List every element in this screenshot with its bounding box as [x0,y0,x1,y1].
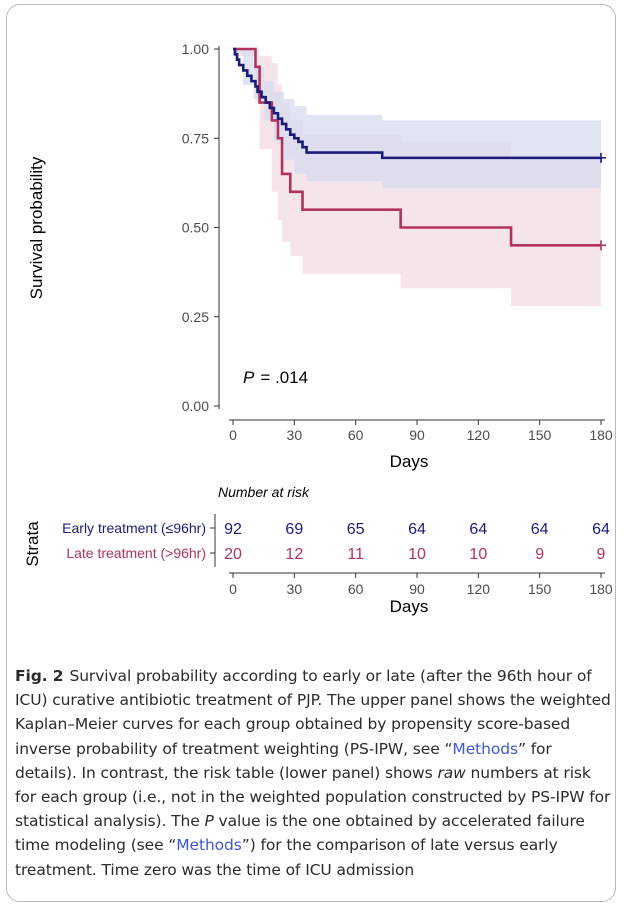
y-tick-label: 0.00 [182,398,209,414]
risk-value: 12 [285,546,303,563]
y-tick-label: 1.00 [182,41,209,57]
figure-svg: 0.000.250.500.751.000 30 60 90 120 150 180 Sur… [23,41,613,616]
risk-x-axis-title: Days [390,597,429,616]
km-curve-early [233,47,601,160]
caption-text-4: value is the one obtained by accelerated… [15,812,585,855]
figure-label: Fig. 2 [15,667,64,685]
risk-table: Number at risk Strata Early treatment (≤… [23,484,613,616]
risk-x-tick-label: 150 [528,581,552,597]
risk-table-title: Number at risk [218,484,310,500]
risk-value: 69 [285,521,303,538]
risk-value: 11 [347,546,364,563]
risk-x-tick-label: 60 [348,581,364,597]
y-tick-label: 0.50 [182,220,209,236]
methods-link-2[interactable]: Methods [176,836,242,855]
risk-value: 9 [597,546,606,563]
x-tick-label: 0 [229,427,237,443]
risk-row-label: Early treatment (≤96hr) [62,520,206,536]
caption-text-1: Survival probability according to early … [15,667,611,758]
x-tick-label: 150 [528,427,552,443]
y-axis-title: Survival probability [27,156,46,299]
caption-text-5: ”) for the comparison of late versus ear… [15,836,558,879]
risk-value: 65 [347,521,365,538]
caption-raw: raw [437,763,466,782]
figure-caption: Fig. 2 Survival probability according to … [15,664,615,882]
km-curve-late [233,47,601,247]
p-value: = .014 [260,368,308,387]
risk-row-label: Late treatment (>96hr) [66,545,206,561]
p-label: P [243,368,255,387]
risk-value: 92 [224,521,242,538]
x-tick-label: 30 [287,427,303,443]
risk-x-tick-label: 120 [467,581,491,597]
y-tick-label: 0.25 [182,309,209,325]
strata-axis-title: Strata [23,521,42,567]
risk-value: 9 [535,546,544,563]
figure-frame [6,4,616,902]
risk-x-tick-label: 90 [409,581,425,597]
risk-value: 64 [408,521,426,538]
caption-text-2: ” for details). In contrast, the risk ta… [15,739,552,782]
risk-value: 10 [408,546,426,563]
caption-text-3: numbers at risk for each group (i.e., no… [15,763,611,831]
risk-value: 20 [224,546,242,563]
y-tick-label: 0.75 [182,130,209,146]
risk-value: 10 [469,546,487,563]
censor-mark-late [596,240,606,251]
x-axis-title: Days [390,452,429,471]
x-tick-label: 180 [589,427,613,443]
risk-x-tick-label: 0 [229,581,237,597]
km-plot: 0.00 0.25 0.50 0.75 1.00 0 30 60 90 120 150 180 [182,41,613,443]
p-value-annotation: P = .014 [243,368,308,387]
x-tick-label: 60 [348,427,364,443]
risk-x-tick-label: 30 [287,581,303,597]
risk-value: 64 [531,521,549,538]
methods-link-1[interactable]: Methods [452,739,518,758]
risk-value: 64 [469,521,487,538]
x-tick-label: 90 [409,427,425,443]
x-tick-label: 120 [467,427,491,443]
risk-x-tick-label: 180 [589,581,613,597]
caption-p: P [204,812,214,831]
risk-value: 64 [592,521,610,538]
censor-mark-early [596,152,606,163]
